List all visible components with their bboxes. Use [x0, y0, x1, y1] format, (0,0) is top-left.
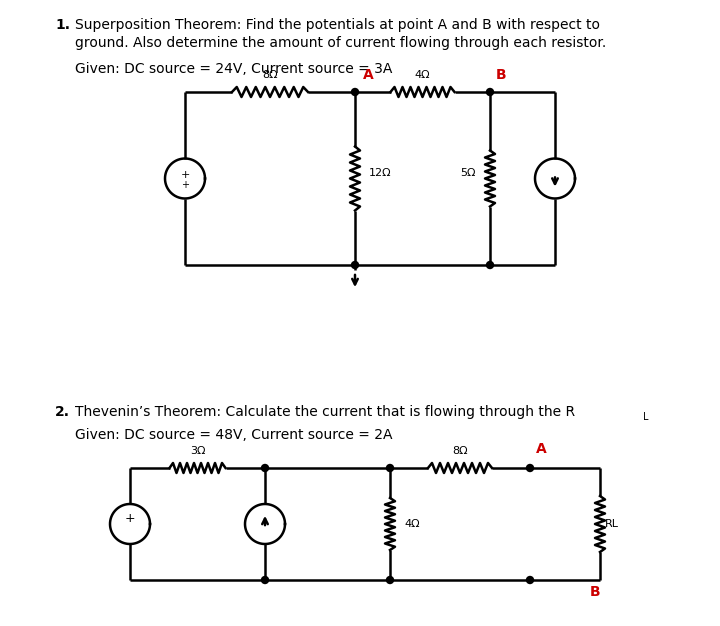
Text: A: A — [536, 442, 546, 456]
Text: +: + — [180, 170, 189, 180]
Text: ground. Also determine the amount of current flowing through each resistor.: ground. Also determine the amount of cur… — [75, 36, 606, 50]
Text: +: + — [125, 513, 135, 525]
Text: Given: DC source = 24V, Current source = 3A: Given: DC source = 24V, Current source =… — [75, 62, 392, 76]
Text: 8Ω: 8Ω — [262, 70, 278, 80]
Text: 3Ω: 3Ω — [190, 446, 205, 456]
Text: Thevenin’s Theorem: Calculate the current that is flowing through the R: Thevenin’s Theorem: Calculate the curren… — [75, 405, 575, 419]
Text: 1.: 1. — [55, 18, 70, 32]
Circle shape — [351, 88, 359, 96]
Text: 2.: 2. — [55, 405, 70, 419]
Circle shape — [487, 88, 493, 96]
Circle shape — [261, 577, 269, 583]
Text: 4Ω: 4Ω — [415, 70, 431, 80]
Circle shape — [351, 262, 359, 269]
Circle shape — [526, 464, 534, 471]
Text: Superposition Theorem: Find the potentials at point A and B with respect to: Superposition Theorem: Find the potentia… — [75, 18, 600, 32]
Text: 5Ω: 5Ω — [461, 168, 476, 178]
Text: B: B — [496, 68, 507, 82]
Circle shape — [487, 262, 493, 269]
Text: 8Ω: 8Ω — [452, 446, 468, 456]
Circle shape — [387, 464, 394, 471]
Text: Given: DC source = 48V, Current source = 2A: Given: DC source = 48V, Current source =… — [75, 428, 392, 442]
Text: +: + — [181, 180, 189, 190]
Text: A: A — [363, 68, 374, 82]
Text: L: L — [643, 412, 649, 422]
Text: B: B — [590, 585, 600, 599]
Text: 12Ω: 12Ω — [369, 168, 392, 178]
Circle shape — [261, 464, 269, 471]
Text: 4Ω: 4Ω — [404, 519, 420, 529]
Text: RL: RL — [605, 519, 619, 529]
Circle shape — [387, 577, 394, 583]
Circle shape — [526, 577, 534, 583]
